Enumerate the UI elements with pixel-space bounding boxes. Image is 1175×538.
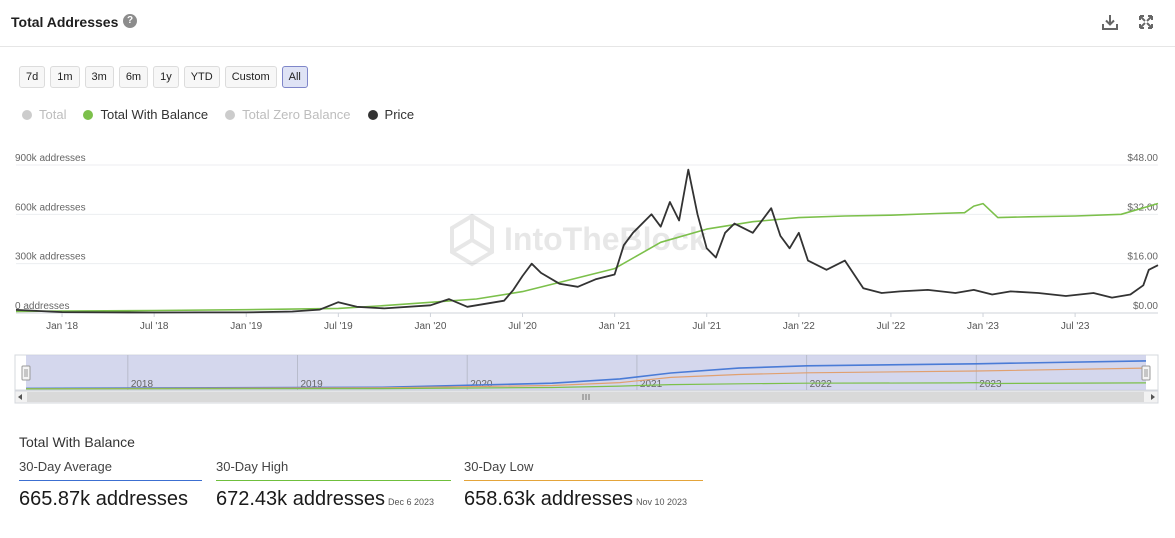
legend-item-price[interactable]: Price xyxy=(367,107,415,122)
legend-item-total[interactable]: Total xyxy=(22,107,66,122)
scroll-right-arrow-icon[interactable] xyxy=(1151,394,1155,400)
watermark-logo: IntoTheBlock xyxy=(450,213,707,267)
y-left-tick-label: 0 addresses xyxy=(15,301,69,312)
x-tick-label: Jan '21 xyxy=(599,321,631,332)
legend-dot-icon xyxy=(83,109,94,120)
range-button-7d[interactable]: 7d xyxy=(19,66,46,88)
legend-label: Total With Balance xyxy=(100,107,209,122)
y-left-tick-label: 900k addresses xyxy=(15,153,86,164)
range-selector: 7d 1m 3m 6m 1y YTD Custom All xyxy=(19,66,308,88)
main-chart: 0 addresses 300k addresses 600k addresses 9… xyxy=(15,153,1159,332)
legend-item-total-with-balance[interactable]: Total With Balance xyxy=(83,107,208,122)
x-tick-label: Jan '20 xyxy=(414,321,446,332)
stat-label: 30-Day Average xyxy=(19,459,112,474)
navigator-tick-label: 2023 xyxy=(979,379,1002,390)
range-button-ytd[interactable]: YTD xyxy=(183,66,220,88)
legend-label: Price xyxy=(384,107,415,122)
y-right-tick-label: $16.00 xyxy=(1127,252,1158,263)
stat-value-text: 658.63k addresses xyxy=(464,488,634,510)
navigator-series-line xyxy=(25,360,1147,390)
x-tick-label: Jul '23 xyxy=(1061,321,1090,332)
navigator-tick-label: 2018 xyxy=(131,379,154,390)
navigator-selection[interactable] xyxy=(26,355,1146,390)
x-tick-label: Jan '22 xyxy=(783,321,815,332)
y-right-tick-label: $0.00 xyxy=(1133,301,1158,312)
x-tick-label: Jul '22 xyxy=(877,321,906,332)
navigator-tick-label: 2022 xyxy=(810,379,833,390)
stats-title: Total With Balance xyxy=(19,434,135,450)
y-left-tick-label: 600k addresses xyxy=(15,202,86,213)
stat-30-day-average: 30-Day Average 665.87k addresses xyxy=(19,459,202,511)
download-icon[interactable] xyxy=(1100,12,1120,32)
navigator-series-line xyxy=(25,367,1147,390)
stat-date: Dec 6 2023 xyxy=(388,497,435,507)
x-tick-label: Jan '18 xyxy=(46,321,78,332)
navigator-tick-label: 2021 xyxy=(640,379,663,390)
navigator-right-handle[interactable] xyxy=(1141,365,1151,381)
range-button-3m[interactable]: 3m xyxy=(84,66,114,88)
stat-value: 658.63k addresses Nov 10 2023 xyxy=(464,488,703,511)
stat-30-day-low: 30-Day Low 658.63k addresses Nov 10 2023 xyxy=(464,459,703,511)
chart-header: Total Addresses ? xyxy=(0,0,1175,47)
range-button-custom[interactable]: Custom xyxy=(224,66,277,88)
x-tick-label: Jul '18 xyxy=(140,321,169,332)
x-tick-label: Jan '23 xyxy=(967,321,999,332)
legend-dot-icon xyxy=(22,109,32,120)
expand-icon[interactable] xyxy=(1136,12,1156,32)
stat-date: Nov 10 2023 xyxy=(636,497,688,507)
legend-dot-icon xyxy=(367,109,378,120)
stat-label: 30-Day Low xyxy=(464,459,534,474)
range-button-1m[interactable]: 1m xyxy=(50,66,80,88)
stat-30-day-high: 30-Day High 672.43k addresses Dec 6 2023 xyxy=(216,459,451,511)
x-tick-label: Jul '20 xyxy=(508,321,537,332)
scroll-left-arrow-icon[interactable] xyxy=(18,394,22,400)
legend-label: Total Zero Balance xyxy=(242,107,351,122)
y-right-tick-label: $48.00 xyxy=(1127,153,1158,164)
stat-underline xyxy=(216,480,451,481)
chart-legend: Total Total With Balance Total Zero Balanc… xyxy=(22,107,431,122)
chart-title: Total Addresses xyxy=(11,14,119,30)
stat-underline xyxy=(19,480,202,481)
navigator-left-handle[interactable] xyxy=(21,365,31,381)
question-circle-icon[interactable]: ? xyxy=(123,14,137,28)
range-button-1y[interactable]: 1y xyxy=(153,66,179,88)
navigator-series-line xyxy=(25,381,1147,390)
stat-value: 665.87k addresses xyxy=(19,488,202,511)
series-line-total-with-balance xyxy=(15,202,1159,313)
stat-value-text: 665.87k addresses xyxy=(19,488,189,510)
stat-underline xyxy=(464,480,703,481)
x-tick-label: Jul '19 xyxy=(324,321,353,332)
stats-panel: Total With Balance 30-Day Average 665.87… xyxy=(19,434,719,510)
navigator-chart[interactable]: 2018 2019 2020 2021 2022 2023 xyxy=(0,350,1175,406)
watermark-text: IntoTheBlock xyxy=(504,221,707,257)
range-button-6m[interactable]: 6m xyxy=(118,66,149,88)
y-left-tick-label: 300k addresses xyxy=(15,252,86,263)
x-tick-label: Jan '19 xyxy=(230,321,262,332)
legend-dot-icon xyxy=(225,109,236,120)
range-button-all[interactable]: All xyxy=(281,66,308,88)
navigator-tick-label: 2019 xyxy=(301,379,324,390)
stat-value: 672.43k addresses Dec 6 2023 xyxy=(216,488,451,511)
series-line-price xyxy=(15,168,1159,314)
x-tick-label: Jul '21 xyxy=(692,321,721,332)
stat-label: 30-Day High xyxy=(216,459,289,474)
legend-label: Total xyxy=(39,107,67,122)
stat-value-text: 672.43k addresses xyxy=(216,488,386,510)
legend-item-total-zero-balance[interactable]: Total Zero Balance xyxy=(225,107,351,122)
